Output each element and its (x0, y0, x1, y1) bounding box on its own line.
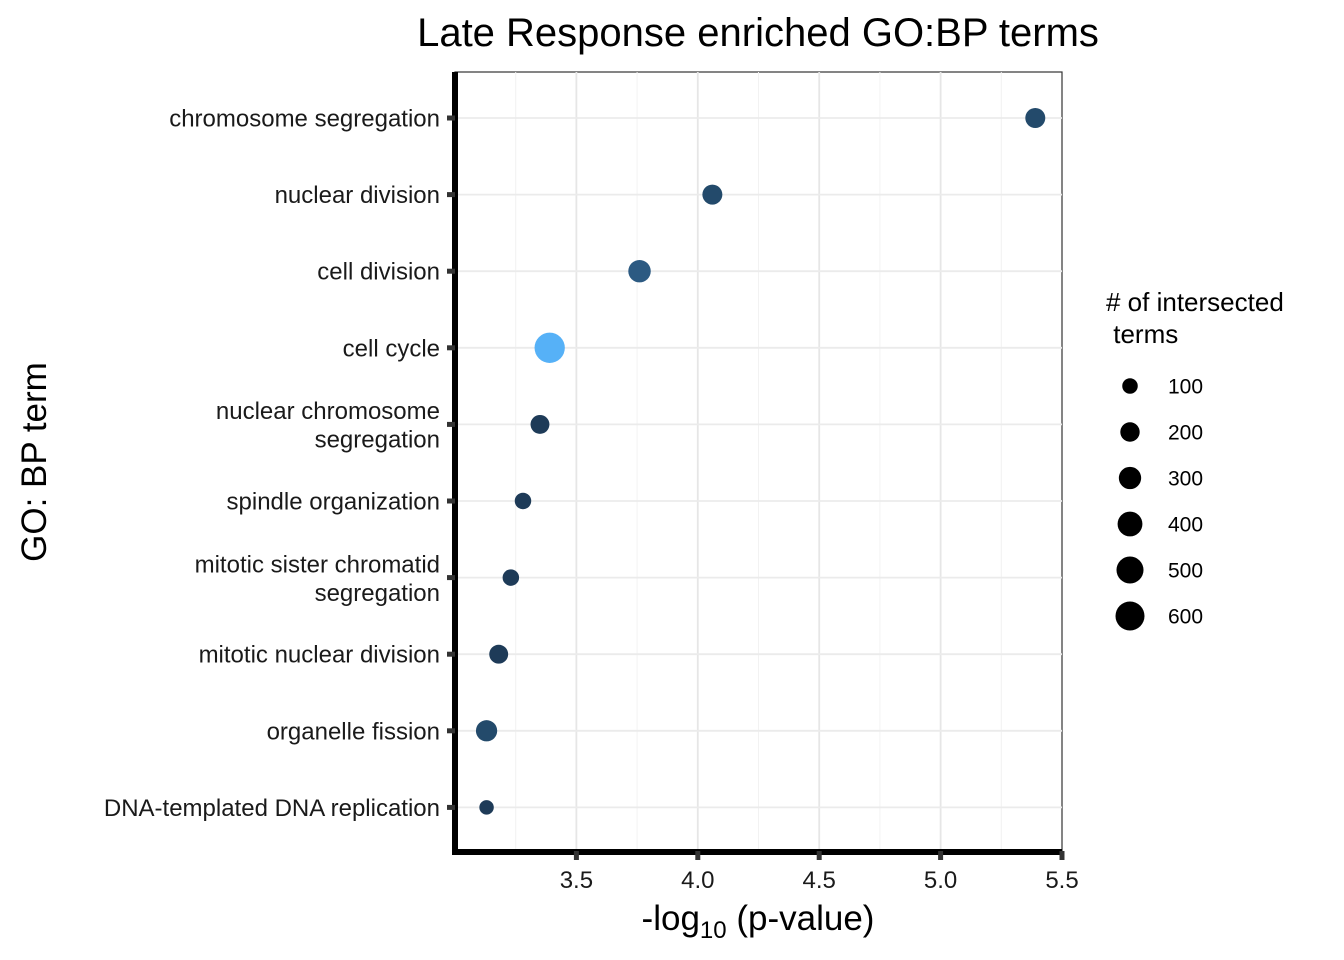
x-tick-label: 4.5 (803, 867, 836, 894)
legend-key-label: 200 (1168, 422, 1203, 445)
data-point (530, 414, 550, 434)
size-legend: # of intersected terms 100 200 300 400 500 60… (1106, 287, 1291, 631)
y-tick-label-line: nuclear division (275, 182, 440, 209)
y-tick-label: mitotic nuclear division (199, 642, 440, 669)
legend-key-circle (1117, 511, 1143, 537)
x-tick-label: 4.0 (681, 867, 714, 894)
data-point (502, 569, 520, 586)
y-axis: chromosome segregation nuclear division ce… (104, 106, 455, 822)
y-tick-label-line: DNA-templated DNA replication (104, 795, 440, 822)
grid-lines (455, 72, 1062, 851)
y-tick-label: cell division (317, 259, 440, 286)
data-point (479, 800, 494, 815)
x-tick-label: 5.5 (1045, 867, 1078, 894)
legend-key-label: 400 (1168, 514, 1203, 537)
y-tick-label-line: cell division (317, 259, 440, 286)
legend-key-label: 300 (1168, 468, 1203, 491)
y-tick-label-line: segregation (315, 580, 440, 607)
legend-key-circle (1122, 378, 1138, 394)
x-axis: 3.5 4.0 4.5 5.0 5.5 (560, 851, 1079, 894)
y-tick-label-line: organelle fission (267, 718, 440, 745)
y-tick-label-line: nuclear chromosome (216, 398, 440, 425)
y-tick-label: nuclear chromosome segregation (216, 398, 440, 454)
legend-key-circle (1115, 601, 1145, 631)
legend-key-circle (1120, 422, 1140, 442)
y-tick-label: organelle fission (267, 718, 440, 745)
legend-key-label: 500 (1168, 560, 1203, 583)
y-tick-label-line: mitotic nuclear division (199, 642, 440, 669)
data-point (514, 492, 532, 510)
x-axis-label-subscript: 10 (700, 917, 727, 944)
legend-key-label: 100 (1168, 376, 1203, 399)
y-tick-label-line: cell cycle (343, 335, 440, 362)
data-points (475, 108, 1046, 815)
x-axis-label-suffix: (p-value) (727, 899, 875, 938)
chart-title: Late Response enriched GO:BP terms (417, 11, 1099, 55)
y-tick-label: mitotic sister chromatid segregation (195, 551, 440, 607)
y-tick-label-line: spindle organization (227, 489, 440, 516)
legend-title-line-1: # of intersected (1106, 287, 1284, 317)
y-tick-label: chromosome segregation (169, 106, 440, 133)
y-tick-label: DNA-templated DNA replication (104, 795, 440, 822)
data-point (702, 184, 723, 205)
legend-key-circle (1118, 466, 1142, 490)
y-tick-label-line: chromosome segregation (169, 106, 440, 133)
y-tick-label: spindle organization (227, 489, 440, 516)
x-axis-label: -log10 (p-value) (642, 899, 875, 944)
y-tick-label-line: segregation (315, 427, 440, 454)
data-point (628, 259, 651, 283)
y-tick-label-line: mitotic sister chromatid (195, 551, 440, 578)
data-point (489, 644, 509, 664)
data-point (534, 332, 565, 363)
legend-key-label: 600 (1168, 606, 1203, 629)
legend-key-circle (1116, 556, 1144, 584)
legend-title: # of intersected terms (1106, 287, 1291, 349)
data-point (475, 720, 498, 742)
x-tick-label: 3.5 (560, 867, 593, 894)
legend-title-line-2: terms (1106, 319, 1178, 349)
data-point (1025, 108, 1046, 128)
y-axis-label: GO: BP term (15, 362, 54, 562)
y-tick-label: cell cycle (343, 335, 440, 362)
y-tick-label: nuclear division (275, 182, 440, 209)
x-axis-label-main: -log (642, 899, 700, 938)
x-tick-label: 5.0 (924, 867, 957, 894)
